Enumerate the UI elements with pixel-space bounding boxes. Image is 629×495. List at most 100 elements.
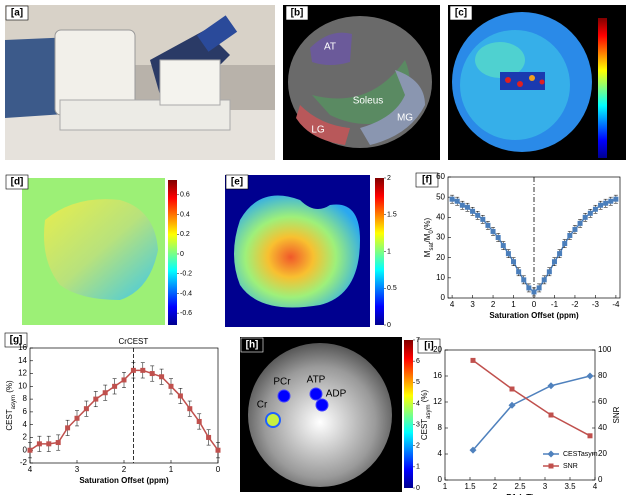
x-tick-label: 2 [122,465,127,474]
colorbar [375,178,384,325]
y-tick-label: 20 [433,345,442,354]
colorbar-tick-label: 20 [610,51,618,58]
y2-tick-label: 60 [598,397,607,406]
data-point [536,285,542,291]
colorbar [598,18,607,158]
panel-label-box [225,174,249,190]
y-tick-label: 2 [23,433,28,442]
colorbar-tick-label: 1 [387,248,391,255]
y-axis-label-part: sat [429,242,435,250]
plot-frame [444,349,596,481]
data-point [159,374,165,380]
y-tick-label: 4 [438,449,443,458]
data-point [598,202,604,208]
colorbar-tick-label: 5 [610,129,614,136]
b1-map [225,175,370,327]
data-point [470,357,476,363]
vial-label: Cr [257,400,268,411]
data-point [102,390,108,396]
data-point [177,393,183,399]
y-tick-label: 8 [23,394,28,403]
x-tick-label: 0 [216,465,221,474]
data-point [215,447,221,453]
data-point [112,383,118,389]
x-tick-label: 1 [169,465,174,474]
data-point [46,441,52,447]
y-axis-label-part: 0 [429,230,435,234]
y2-tick-label: 100 [598,345,612,354]
colorbar-tick-label: -0.6 [180,310,192,317]
data-point [206,434,212,440]
x-tick-label: 2 [493,482,498,491]
data-point [608,198,614,204]
y-tick-label: 16 [433,371,442,380]
data-point [485,222,491,228]
data-point [490,228,496,234]
data-point [464,204,470,210]
data-point [454,198,460,204]
data-point [475,212,481,218]
y-axis-label-part: /M [423,233,432,242]
x-tick-label: -4 [612,300,620,309]
y-axis-label-part: (%) [423,217,432,230]
phantom-image [240,337,402,492]
colorbar-tick-label: 0.6 [180,192,190,199]
x-tick-label: 3 [543,482,548,491]
cest-map [448,5,626,160]
y-axis-label: CESTasym (%) [420,389,431,440]
data-point [508,401,516,409]
data-point [27,447,33,453]
data-point [586,372,594,380]
x-tick-label: 0 [532,300,537,309]
x-axis-label: B1 (μT) [506,493,534,495]
y-axis-label-part: asym [426,404,432,418]
y-axis-label: CESTasym (%) [5,380,16,431]
colorbar-tick-label: 0.2 [180,231,190,238]
panel-label: [f] [422,175,432,186]
data-point [500,243,506,249]
series-line [472,359,591,437]
region-label: AT [324,42,336,53]
colorbar-tick-label: 0 [180,251,184,258]
x-tick-label: 4 [450,300,455,309]
region-label: Soleus [353,96,384,107]
data-point [36,441,42,447]
data-point [196,418,202,424]
region-label: LG [311,125,325,136]
y2-tick-label: 40 [598,423,607,432]
panel-label: [i] [424,341,433,352]
panel-label: [a] [11,8,23,19]
y-tick-label: 10 [436,273,445,282]
data-point [547,382,555,390]
x-tick-label: -3 [592,300,600,309]
panel-label-box [4,332,28,348]
panel-label: [d] [11,177,24,188]
y-tick-label: 4 [23,420,28,429]
data-point [187,406,193,412]
y-tick-label: -2 [20,458,28,467]
data-point [480,216,486,222]
colorbar-tick-label: 0 [387,322,391,329]
panel-label: [e] [231,177,243,188]
y2-tick-label: 0 [598,475,603,484]
region-label: MG [397,113,413,124]
colorbar-tick-label: 5 [416,379,420,386]
y-tick-label: 0 [438,475,443,484]
data-point [509,386,515,392]
data-point [613,196,619,202]
x-tick-label: 4 [593,482,598,491]
data-point [495,235,501,240]
data-point [603,200,609,206]
data-point [587,210,593,216]
data-point [470,208,476,214]
panel-label-box [415,172,439,188]
colorbar-tick-label: 2 [387,175,391,182]
x-tick-label: 2 [491,300,496,309]
y-axis-label-part: M [423,250,432,257]
colorbar-tick-label: 7 [416,337,420,344]
y-axis-label-part: CEST [5,409,14,430]
data-point [168,383,174,389]
data-point [526,285,532,291]
data-point [121,377,127,383]
